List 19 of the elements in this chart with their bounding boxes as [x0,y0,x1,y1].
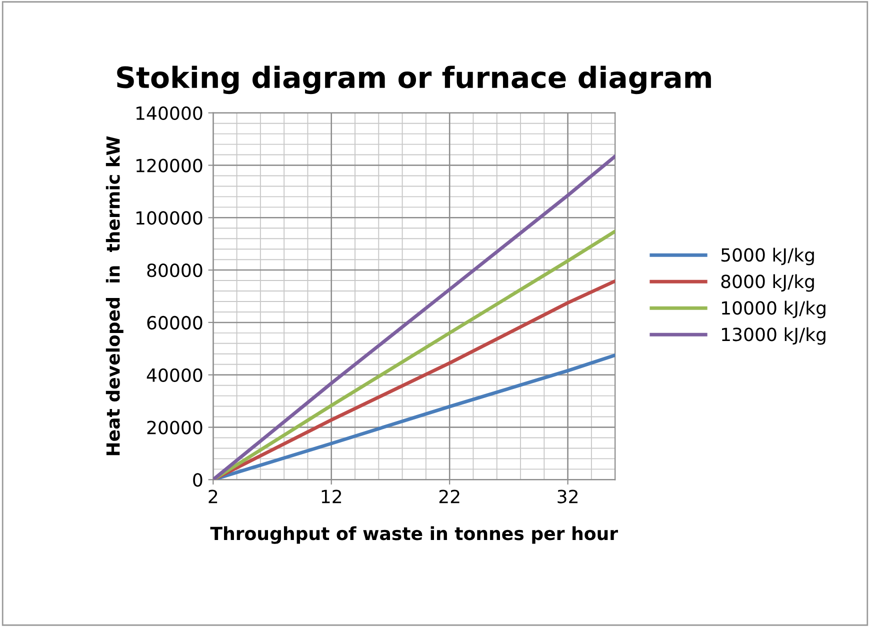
x-axis-title: Throughput of waste in tonnes per hour [210,526,618,544]
x-tick-label: 2 [208,490,218,504]
y-axis-title: Heat developed in thermic kW [106,136,124,456]
y-tick-label: 60000 [147,316,202,330]
legend-label: 8000 kJ/kg [721,274,814,292]
legend-label: 13000 kJ/kg [722,327,826,345]
x-tick-label: 12 [322,490,342,504]
legend-label: 10000 kJ/kg [722,300,826,318]
x-tick-label: 22 [439,490,460,504]
x-tick-label: 32 [558,490,578,504]
y-tick-label: 120000 [136,158,202,172]
legend-label: 5000 kJ/kg [721,248,814,266]
y-tick-label: 0 [193,473,202,487]
y-tick-label: 140000 [136,106,202,120]
y-tick-label: 100000 [136,211,202,225]
y-tick-label: 80000 [147,264,202,278]
chart-title: Stoking diagram or furnace diagram [117,66,711,94]
y-tick-label: 20000 [147,420,202,434]
y-tick-label: 40000 [146,368,202,382]
